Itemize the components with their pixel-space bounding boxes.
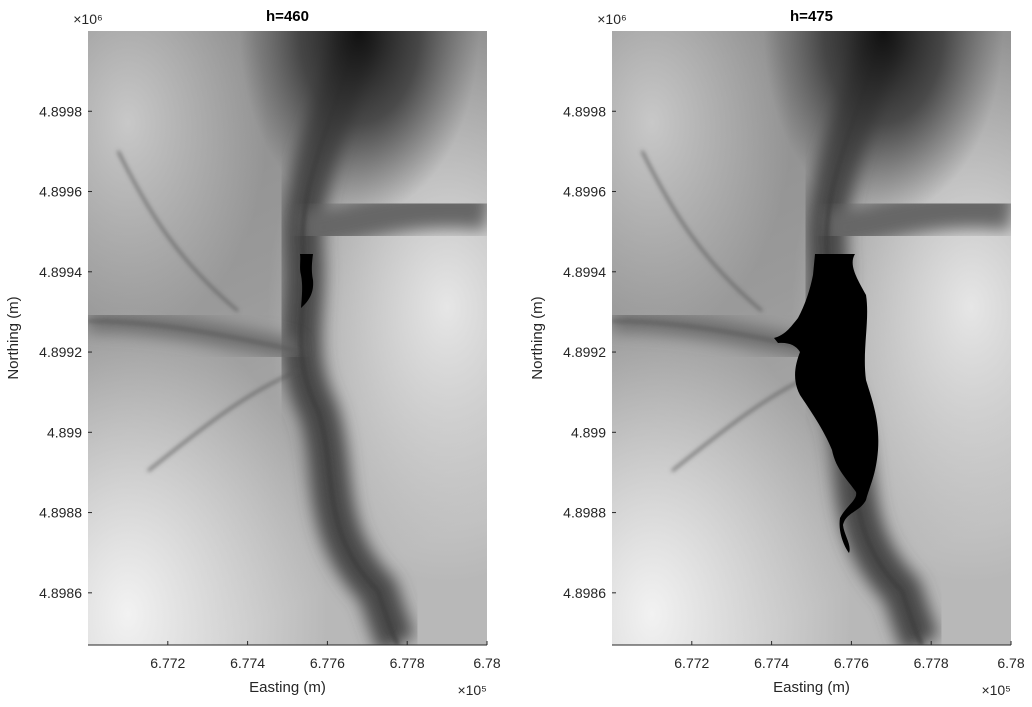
y-tick-label: 4.8992 <box>563 344 606 360</box>
x-tick-label: 6.772 <box>150 655 185 671</box>
y-tick-label: 4.8996 <box>563 184 606 200</box>
y-tick-label: 4.8998 <box>563 103 606 119</box>
lake <box>774 254 879 553</box>
y-tick-label: 4.8994 <box>39 264 82 280</box>
terrain-image <box>88 31 488 645</box>
x-exponent: ×10⁵ <box>981 682 1011 698</box>
y-tick-label: 4.8988 <box>39 505 82 521</box>
y-exponent: ×10⁶ <box>597 11 627 27</box>
x-tick-label: 6.772 <box>674 655 709 671</box>
y-tick-label: 4.8998 <box>39 103 82 119</box>
y-axis-label: Northing (m) <box>529 296 546 379</box>
y-tick-label: 4.8994 <box>563 264 606 280</box>
title: h=475 <box>790 8 833 25</box>
x-tick-label: 6.774 <box>754 655 789 671</box>
x-tick-label: 6.776 <box>834 655 869 671</box>
panel-1 <box>88 31 488 645</box>
y-tick-label: 4.8986 <box>39 585 82 601</box>
lake <box>300 254 314 308</box>
x-tick-label: 6.78 <box>473 655 500 671</box>
y-axis-label: Northing (m) <box>5 296 22 379</box>
x-tick-label: 6.774 <box>230 655 265 671</box>
y-tick-label: 4.8988 <box>563 505 606 521</box>
panel-2 <box>612 31 1012 645</box>
x-tick-label: 6.776 <box>310 655 345 671</box>
x-exponent: ×10⁵ <box>457 682 487 698</box>
y-tick-label: 4.8992 <box>39 344 82 360</box>
y-tick-label: 4.899 <box>47 424 82 440</box>
y-tick-label: 4.8996 <box>39 184 82 200</box>
x-tick-label: 6.778 <box>390 655 425 671</box>
y-tick-label: 4.8986 <box>563 585 606 601</box>
x-axis-label: Easting (m) <box>249 679 326 696</box>
x-tick-label: 6.778 <box>914 655 949 671</box>
y-tick-label: 4.899 <box>571 424 606 440</box>
title: h=460 <box>266 8 309 25</box>
y-exponent: ×10⁶ <box>73 11 103 27</box>
x-tick-label: 6.78 <box>997 655 1024 671</box>
x-axis-label: Easting (m) <box>773 679 850 696</box>
